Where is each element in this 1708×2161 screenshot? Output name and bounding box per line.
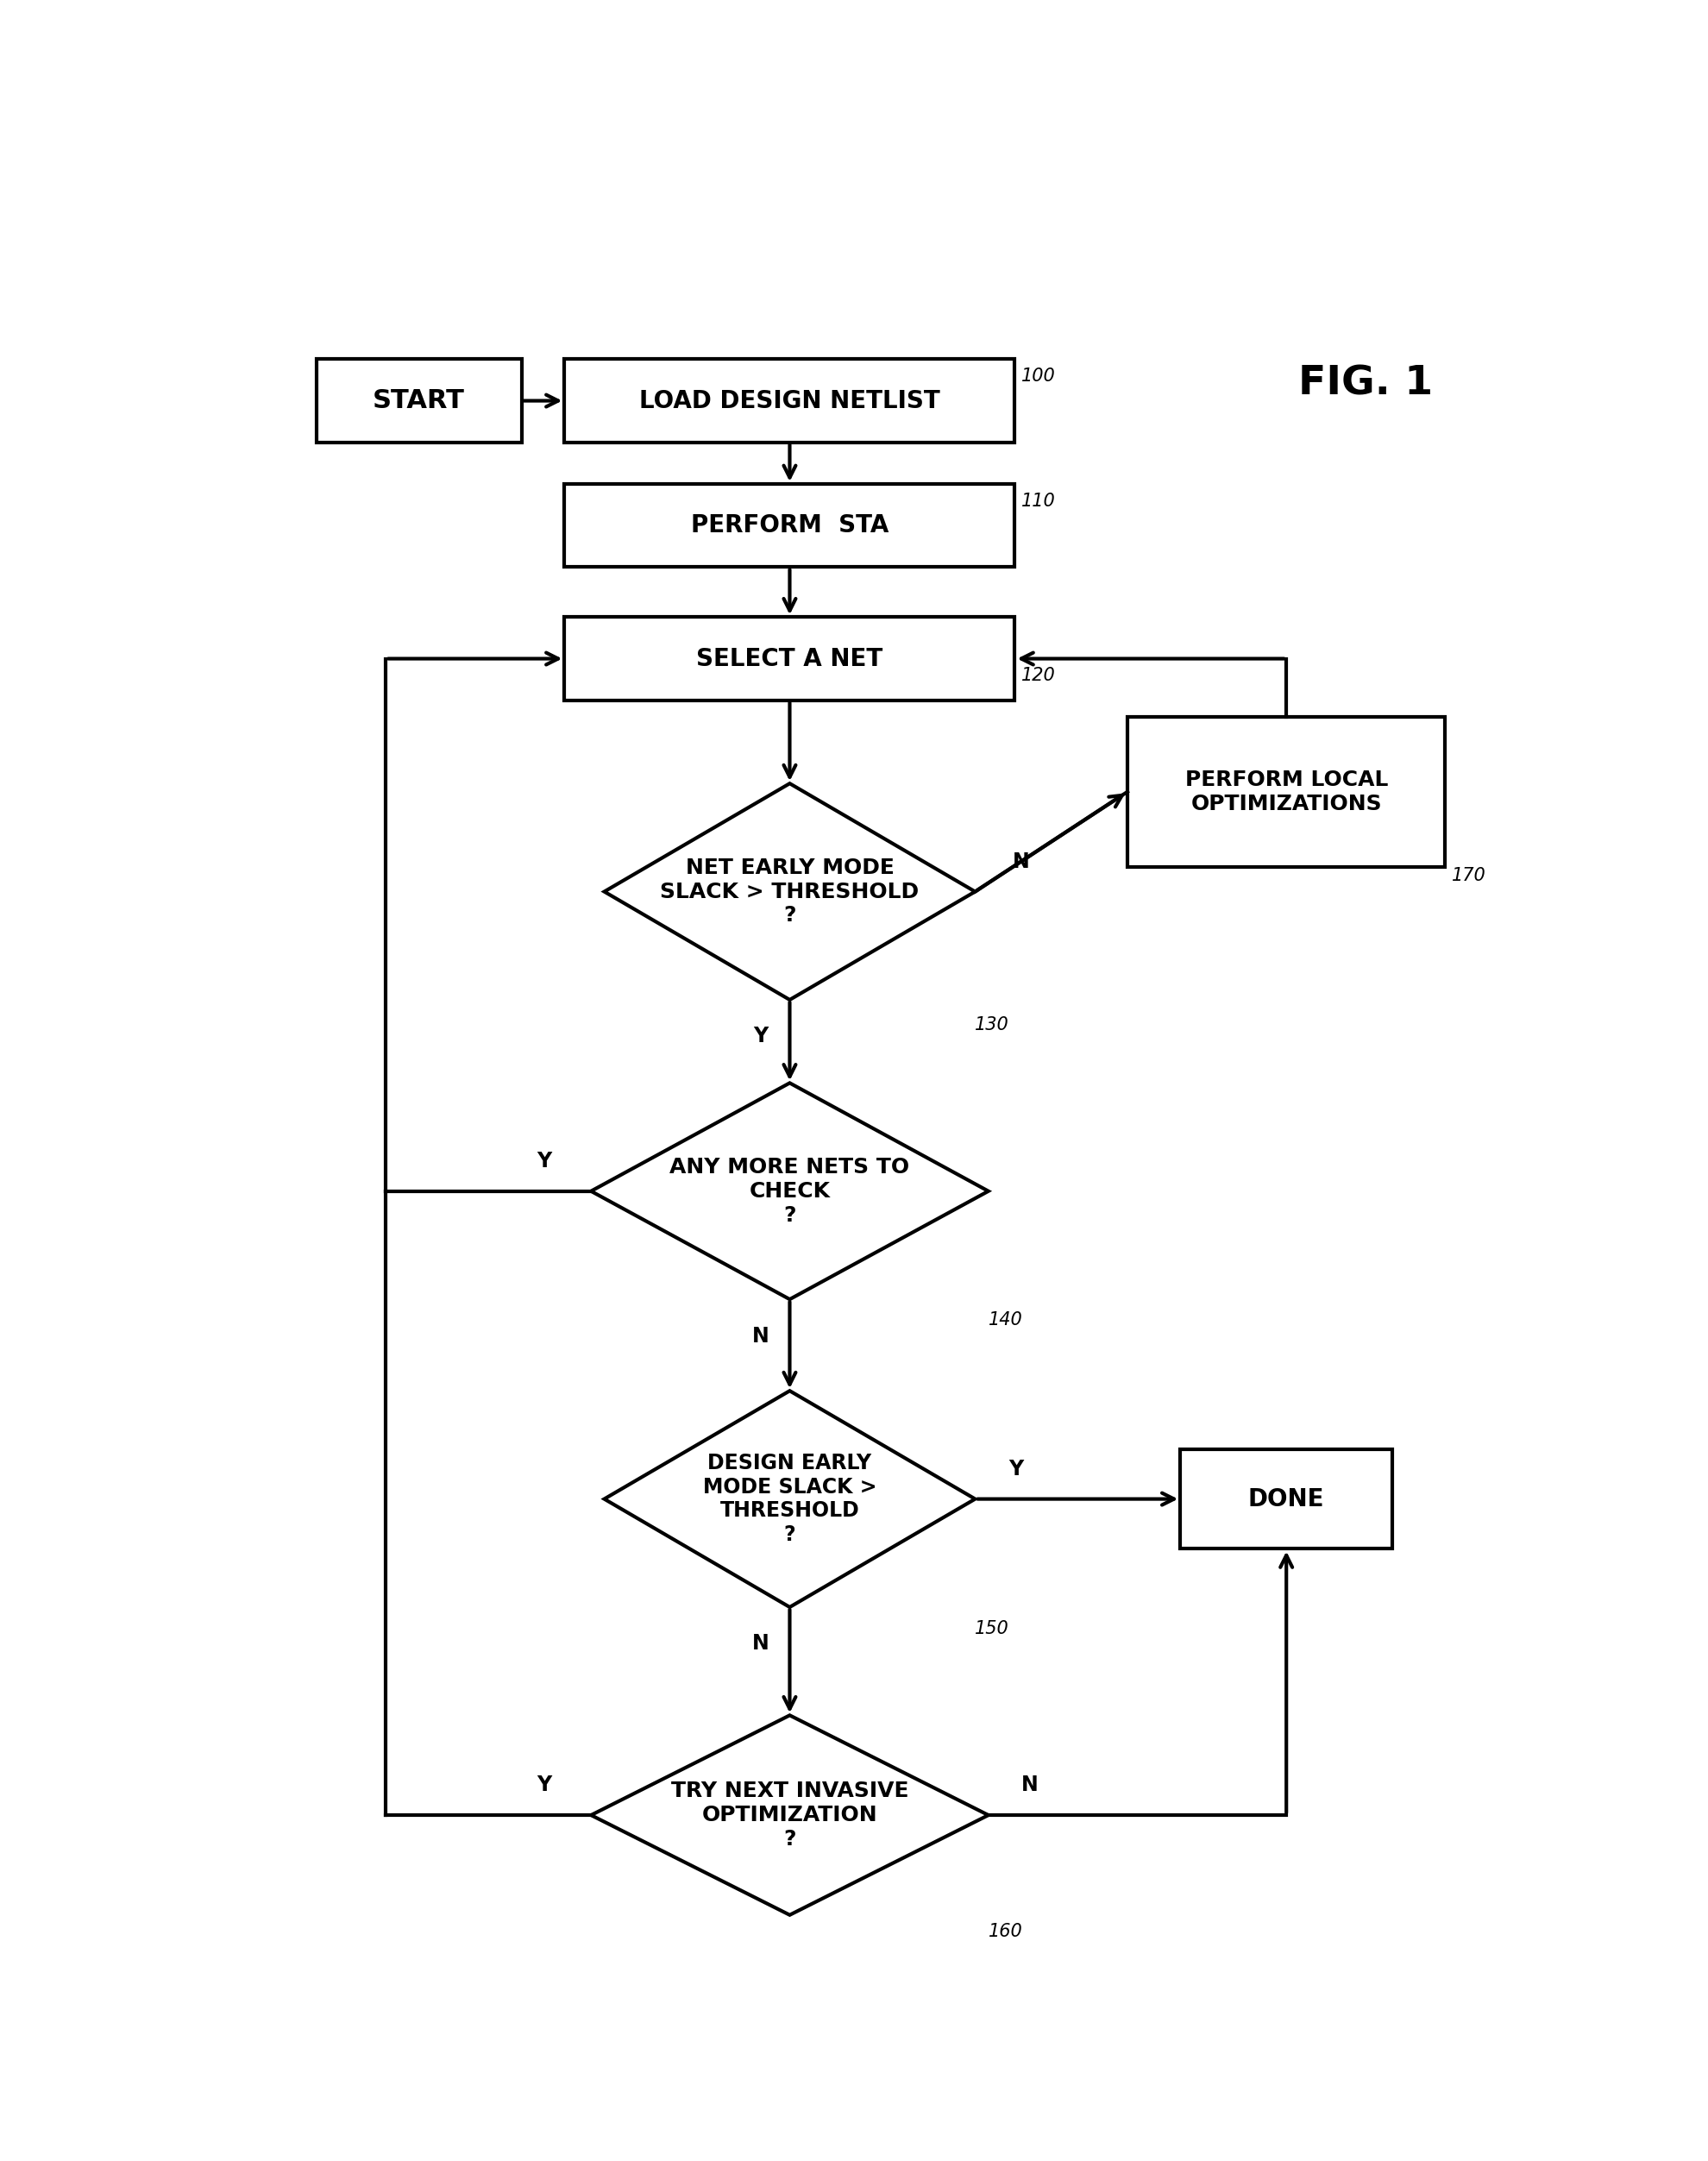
Text: FIG. 1: FIG. 1 <box>1298 365 1433 404</box>
Text: DONE: DONE <box>1247 1487 1324 1511</box>
Bar <box>564 359 1015 443</box>
Text: ANY MORE NETS TO
CHECK
?: ANY MORE NETS TO CHECK ? <box>670 1156 909 1225</box>
Bar <box>1127 717 1445 867</box>
Text: N: N <box>1021 1774 1038 1796</box>
Text: Y: Y <box>536 1152 552 1171</box>
Text: 150: 150 <box>975 1621 1009 1638</box>
Polygon shape <box>591 1716 987 1915</box>
Text: 110: 110 <box>1021 493 1056 510</box>
Text: Y: Y <box>1008 1459 1023 1480</box>
Text: 140: 140 <box>987 1312 1021 1329</box>
Text: 100: 100 <box>1021 367 1056 385</box>
Polygon shape <box>605 784 975 1001</box>
Bar <box>564 618 1015 700</box>
Text: SELECT A NET: SELECT A NET <box>697 646 883 670</box>
Text: Y: Y <box>536 1774 552 1796</box>
Text: PERFORM LOCAL
OPTIMIZATIONS: PERFORM LOCAL OPTIMIZATIONS <box>1184 769 1387 815</box>
Polygon shape <box>605 1392 975 1608</box>
Text: NET EARLY MODE
SLACK > THRESHOLD
?: NET EARLY MODE SLACK > THRESHOLD ? <box>659 858 919 925</box>
Bar <box>1180 1450 1392 1549</box>
Text: DESIGN EARLY
MODE SLACK >
THRESHOLD
?: DESIGN EARLY MODE SLACK > THRESHOLD ? <box>702 1452 876 1545</box>
Polygon shape <box>591 1083 987 1299</box>
Text: 130: 130 <box>975 1016 1009 1033</box>
Text: PERFORM  STA: PERFORM STA <box>690 514 888 538</box>
Text: TRY NEXT INVASIVE
OPTIMIZATION
?: TRY NEXT INVASIVE OPTIMIZATION ? <box>671 1781 909 1850</box>
Text: N: N <box>1011 851 1028 873</box>
Text: START: START <box>372 389 465 413</box>
Text: N: N <box>752 1634 769 1653</box>
Bar <box>316 359 521 443</box>
Bar <box>564 484 1015 566</box>
Text: 160: 160 <box>987 1923 1021 1941</box>
Text: 170: 170 <box>1452 867 1486 884</box>
Text: Y: Y <box>753 1026 767 1046</box>
Text: LOAD DESIGN NETLIST: LOAD DESIGN NETLIST <box>639 389 939 413</box>
Text: 120: 120 <box>1021 668 1056 685</box>
Text: N: N <box>752 1325 769 1346</box>
